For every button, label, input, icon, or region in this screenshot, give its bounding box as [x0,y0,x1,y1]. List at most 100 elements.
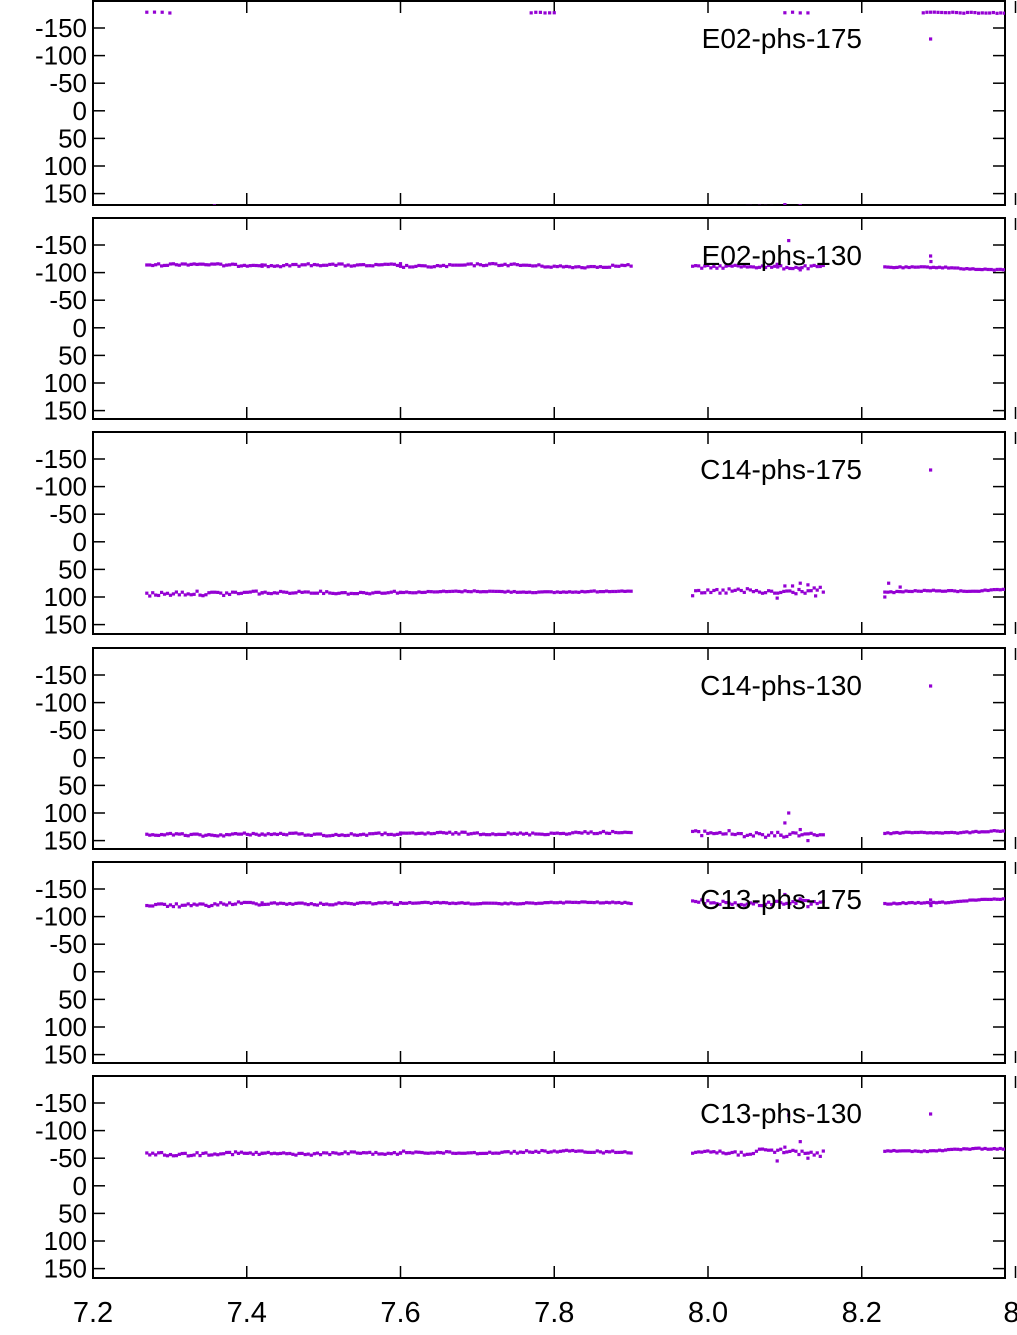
data-point [263,1151,267,1155]
data-point [598,1150,602,1154]
data-point [222,593,226,598]
data-point [466,1151,470,1155]
data-point [779,206,782,209]
data-point [626,901,630,905]
data-point [913,830,917,835]
data-point [926,207,929,210]
data-point [177,263,181,267]
data-point [371,832,375,836]
data-point [337,262,341,266]
data-point [577,831,581,835]
data-point [806,11,810,15]
data-point [466,832,470,836]
data-point [352,264,356,268]
data-point [380,591,384,595]
data-point [171,262,176,266]
data-point [367,207,370,210]
data-point [352,591,356,596]
data-point [297,832,301,836]
data-point [528,1150,532,1154]
data-point [798,11,802,15]
data-point [727,587,731,591]
data-point [233,832,238,836]
data-point [325,263,329,267]
data-point [518,831,523,835]
data-point [910,831,914,835]
data-point [461,206,464,209]
data-point [245,264,249,268]
data-point [501,208,504,211]
data-point [787,1113,791,1117]
data-point [788,589,792,593]
data-point [718,264,722,268]
data-point [543,901,547,905]
data-point [219,206,222,209]
data-point [598,901,602,905]
data-point [818,833,822,837]
data-point [748,832,752,837]
data-point [403,207,406,210]
data-point [921,11,925,15]
data-point [174,590,178,594]
y-tick-label: 150 [44,179,87,209]
data-point [210,1153,214,1157]
data-point [913,901,917,905]
data-point [506,902,510,906]
data-point [475,262,479,266]
data-point [433,208,436,211]
data-point [282,1151,286,1155]
data-point [210,833,214,837]
data-point [303,590,307,594]
data-point [995,829,999,833]
data-point [580,831,584,835]
data-point [898,207,901,210]
data-point [595,1149,599,1153]
data-point [983,1146,987,1151]
data-point [417,901,421,905]
data-point [230,262,235,266]
plot-frame [92,861,1006,1064]
data-point [269,901,273,905]
data-point [424,208,427,211]
data-point [928,589,933,593]
data-point [380,832,384,837]
data-point [362,591,366,595]
data-point [937,265,942,269]
data-point [901,207,904,210]
data-point [426,831,430,835]
data-point [488,901,492,905]
data-point [168,593,173,597]
data-point [821,590,825,594]
data-point [907,589,911,594]
data-point [488,1150,492,1154]
data-point [225,832,229,837]
data-point [922,830,926,835]
data-point [174,832,178,836]
data-point [239,901,244,905]
data-point [767,589,771,593]
data-point [401,590,406,595]
data-point [984,207,987,210]
data-point [626,1151,630,1155]
data-point [222,264,226,268]
data-point [626,589,630,593]
data-point [574,1149,578,1153]
data-point [595,900,599,904]
data-point [907,830,911,834]
data-point [254,902,258,906]
data-point [325,590,329,594]
data-point [518,902,523,906]
data-point [941,207,944,210]
data-point [775,1159,779,1163]
data-point [929,10,933,14]
data-point [510,208,513,211]
data-point [883,831,887,836]
data-point [818,1154,822,1158]
data-point [195,589,199,593]
y-tick-label: 50 [58,554,87,584]
y-tick-label: -150 [35,874,87,904]
data-point [962,11,966,15]
data-point [883,595,887,599]
